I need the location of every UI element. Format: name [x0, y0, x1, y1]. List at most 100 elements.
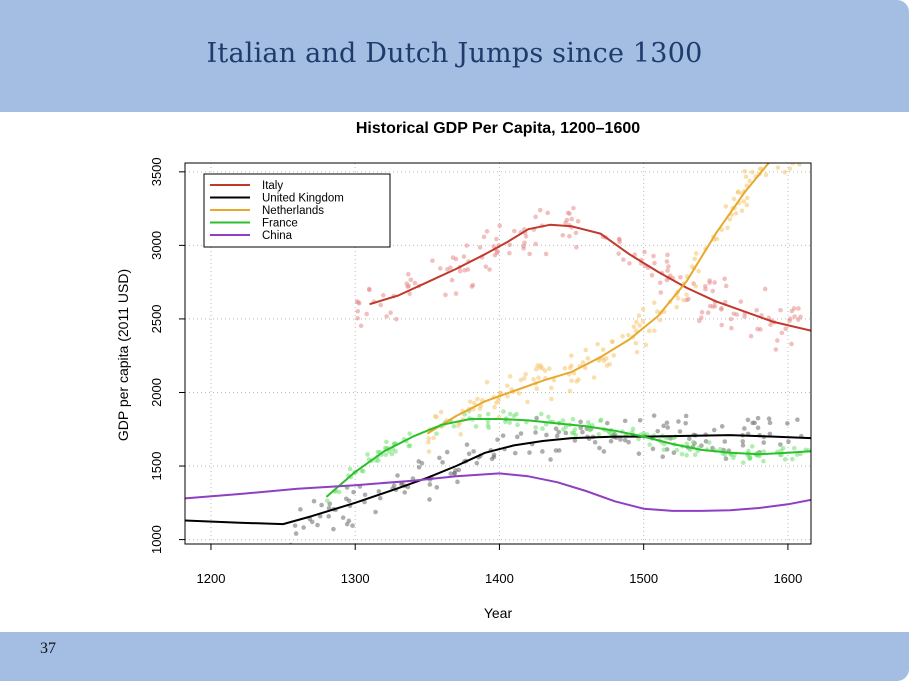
scatter-point	[684, 441, 690, 447]
scatter-point	[591, 375, 597, 380]
scatter-point	[497, 223, 503, 228]
scatter-point	[317, 513, 323, 519]
scatter-point	[523, 234, 529, 239]
scatter-point	[574, 379, 580, 384]
scatter-point	[485, 422, 491, 428]
scatter-point	[377, 495, 383, 501]
scatter-point	[572, 438, 578, 443]
scatter-point	[551, 377, 557, 383]
scatter-point	[637, 323, 642, 328]
plot-frame	[184, 162, 812, 545]
scatter-point	[745, 195, 750, 201]
scatter-point	[540, 426, 545, 431]
scatter-point	[707, 278, 712, 283]
scatter-point	[710, 304, 716, 309]
scatter-point	[604, 420, 610, 426]
scatter-point	[747, 453, 752, 459]
scatter-point	[742, 314, 747, 319]
scatter-point	[434, 414, 439, 420]
scatter-point	[618, 437, 623, 442]
scatter-point	[796, 138, 801, 143]
scatter-point	[477, 413, 482, 419]
scatter-point	[536, 375, 541, 381]
scatter-point	[514, 411, 519, 417]
scatter-point	[733, 211, 739, 216]
series-lines	[185, 163, 811, 526]
scatter-point	[548, 457, 553, 462]
scatter-point	[384, 314, 389, 319]
scatter-point	[651, 253, 656, 259]
scatter-point	[626, 439, 631, 445]
scatter-point	[597, 445, 602, 451]
scatter-point	[356, 300, 361, 305]
scatter-point	[689, 264, 695, 269]
scatter-point	[652, 328, 657, 333]
scatter-point	[611, 353, 616, 358]
scatter-point	[750, 169, 755, 175]
scatter-point	[657, 317, 663, 323]
scatter-point	[525, 399, 530, 405]
scatter-point	[595, 341, 600, 347]
scatter-point	[466, 451, 472, 457]
legend-label: United Kingdom	[262, 193, 344, 205]
scatter-point	[327, 501, 333, 507]
scatter-point	[331, 526, 336, 532]
scatter-point	[393, 316, 399, 322]
y-tick-label: 1500	[149, 452, 164, 481]
scatter-point	[783, 326, 789, 332]
scatter-point	[787, 147, 792, 152]
scatter-point	[540, 449, 545, 454]
scatter-point	[534, 386, 540, 391]
scatter-point	[434, 485, 440, 490]
scatter-point	[355, 308, 361, 314]
scatter-point	[622, 437, 628, 443]
scatter-point	[408, 277, 414, 283]
scatter-point	[554, 433, 560, 439]
scatter-point	[444, 449, 450, 455]
y-tick-label: 3500	[149, 157, 164, 186]
scatter-point	[388, 310, 393, 316]
scatter-point	[722, 276, 727, 282]
scatter-point	[440, 460, 445, 465]
scatter-point	[464, 442, 470, 447]
series-line-italy	[369, 223, 811, 332]
scatter-point	[485, 418, 491, 424]
series-line-china	[185, 472, 811, 512]
x-tick-label: 1500	[629, 571, 658, 586]
scatter-point	[763, 172, 769, 178]
scatter-point	[462, 268, 467, 273]
legend-label: France	[262, 218, 298, 230]
scatter-point	[545, 210, 551, 216]
scatter-point	[786, 439, 791, 445]
scatter-point	[796, 306, 801, 311]
scatter-point	[569, 216, 575, 222]
scatter-point	[778, 157, 783, 162]
scatter-point	[366, 286, 372, 292]
scatter-point	[657, 280, 663, 286]
scatter-point	[790, 163, 795, 166]
scatter-point	[791, 445, 797, 451]
scatter-point	[630, 426, 636, 432]
scatter-point	[575, 218, 581, 224]
scatter-point	[728, 316, 734, 322]
scatter-point	[571, 430, 577, 436]
scatter-point	[384, 439, 389, 445]
scatter-point	[437, 455, 442, 461]
scatter-point	[492, 404, 497, 410]
scatter-point	[416, 464, 422, 470]
scatter-point	[661, 423, 666, 429]
scatter-point	[563, 430, 569, 436]
scatter-point	[288, 542, 293, 544]
scatter-point	[634, 349, 640, 355]
scatter-point	[556, 429, 562, 435]
scatter-point	[752, 420, 757, 426]
scatter-point	[543, 251, 549, 257]
scatter-point	[455, 423, 461, 429]
scatter-point	[580, 429, 585, 435]
scatter-point	[570, 416, 576, 422]
x-tick-label: 1400	[485, 571, 514, 586]
scatter-point	[742, 168, 747, 174]
scatter-point	[562, 365, 568, 371]
scatter-point	[637, 417, 643, 423]
scatter-point	[450, 255, 456, 260]
